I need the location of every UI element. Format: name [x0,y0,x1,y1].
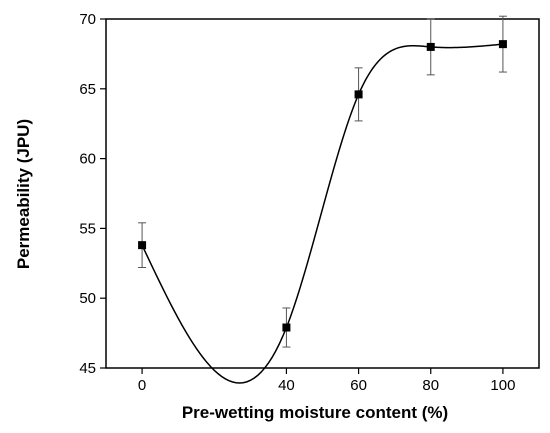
y-tick-label: 55 [79,220,96,237]
y-tick-label: 70 [79,11,96,28]
data-point [426,42,435,51]
curve-layer [141,43,503,384]
x-tick-label: 100 [490,377,515,394]
data-markers [138,40,507,332]
y-axis-title: Permeability (JPU) [14,119,33,269]
data-point [282,323,291,332]
y-tick-label: 45 [79,360,96,377]
y-tick-label: 65 [79,81,96,98]
x-axis-title: Pre-wetting moisture content (%) [182,403,448,422]
x-tick-label: 0 [138,377,146,394]
data-point [498,40,507,49]
axis-ticks: 0 40 60 80 100 45 50 55 60 65 70 [79,11,515,394]
x-tick-label: 40 [278,377,295,394]
plot-frame [105,18,540,369]
x-tick-label: 60 [350,377,367,394]
x-tick-label: 80 [422,377,439,394]
data-point [138,241,147,250]
error-bars [138,15,507,348]
data-point [354,90,363,99]
y-tick-label: 60 [79,151,96,168]
series-curve [141,43,503,384]
y-tick-label: 50 [79,290,96,307]
